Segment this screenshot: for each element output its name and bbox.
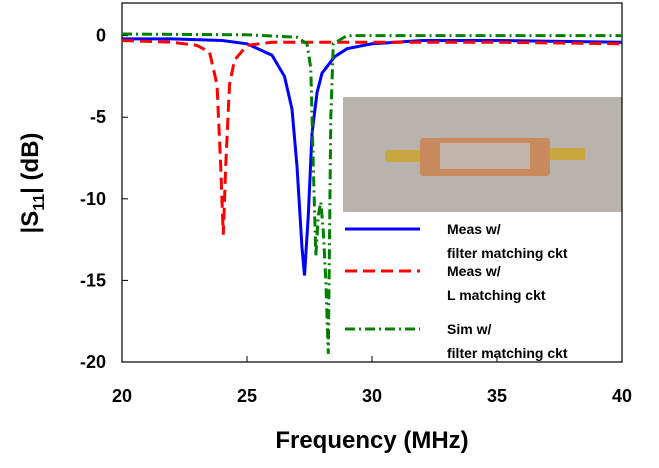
inset-connector [385,150,420,162]
y-tick-label: -15 [80,270,106,290]
y-label-part: |S [17,211,44,234]
series-line [121,39,623,235]
x-tick-label: 20 [112,386,132,406]
inset-connector [550,148,585,160]
y-tick-label: -20 [80,352,106,372]
legend-label: filter matching ckt [447,345,568,361]
x-tick-label: 40 [612,386,632,406]
x-tick-label: 25 [237,386,257,406]
legend-label: Meas w/ [447,263,501,279]
y-label-part: | (dB) [17,132,44,193]
legend-label: filter matching ckt [447,245,568,261]
inset-components [440,143,530,169]
x-tick-label: 35 [487,386,507,406]
y-axis-label: |S11| (dB) [17,132,48,233]
y-tick-label: 0 [96,26,106,46]
series-line [121,32,622,354]
y-label-subscript: 11 [31,194,48,211]
legend-label: L matching ckt [447,287,546,303]
y-tick-label: -5 [90,107,106,127]
y-tick-label: -10 [80,189,106,209]
x-axis-label: Frequency (MHz) [275,427,468,454]
x-tick-label: 30 [362,386,382,406]
legend-label: Sim w/ [447,321,491,337]
legend-label: Meas w/ [447,221,501,237]
